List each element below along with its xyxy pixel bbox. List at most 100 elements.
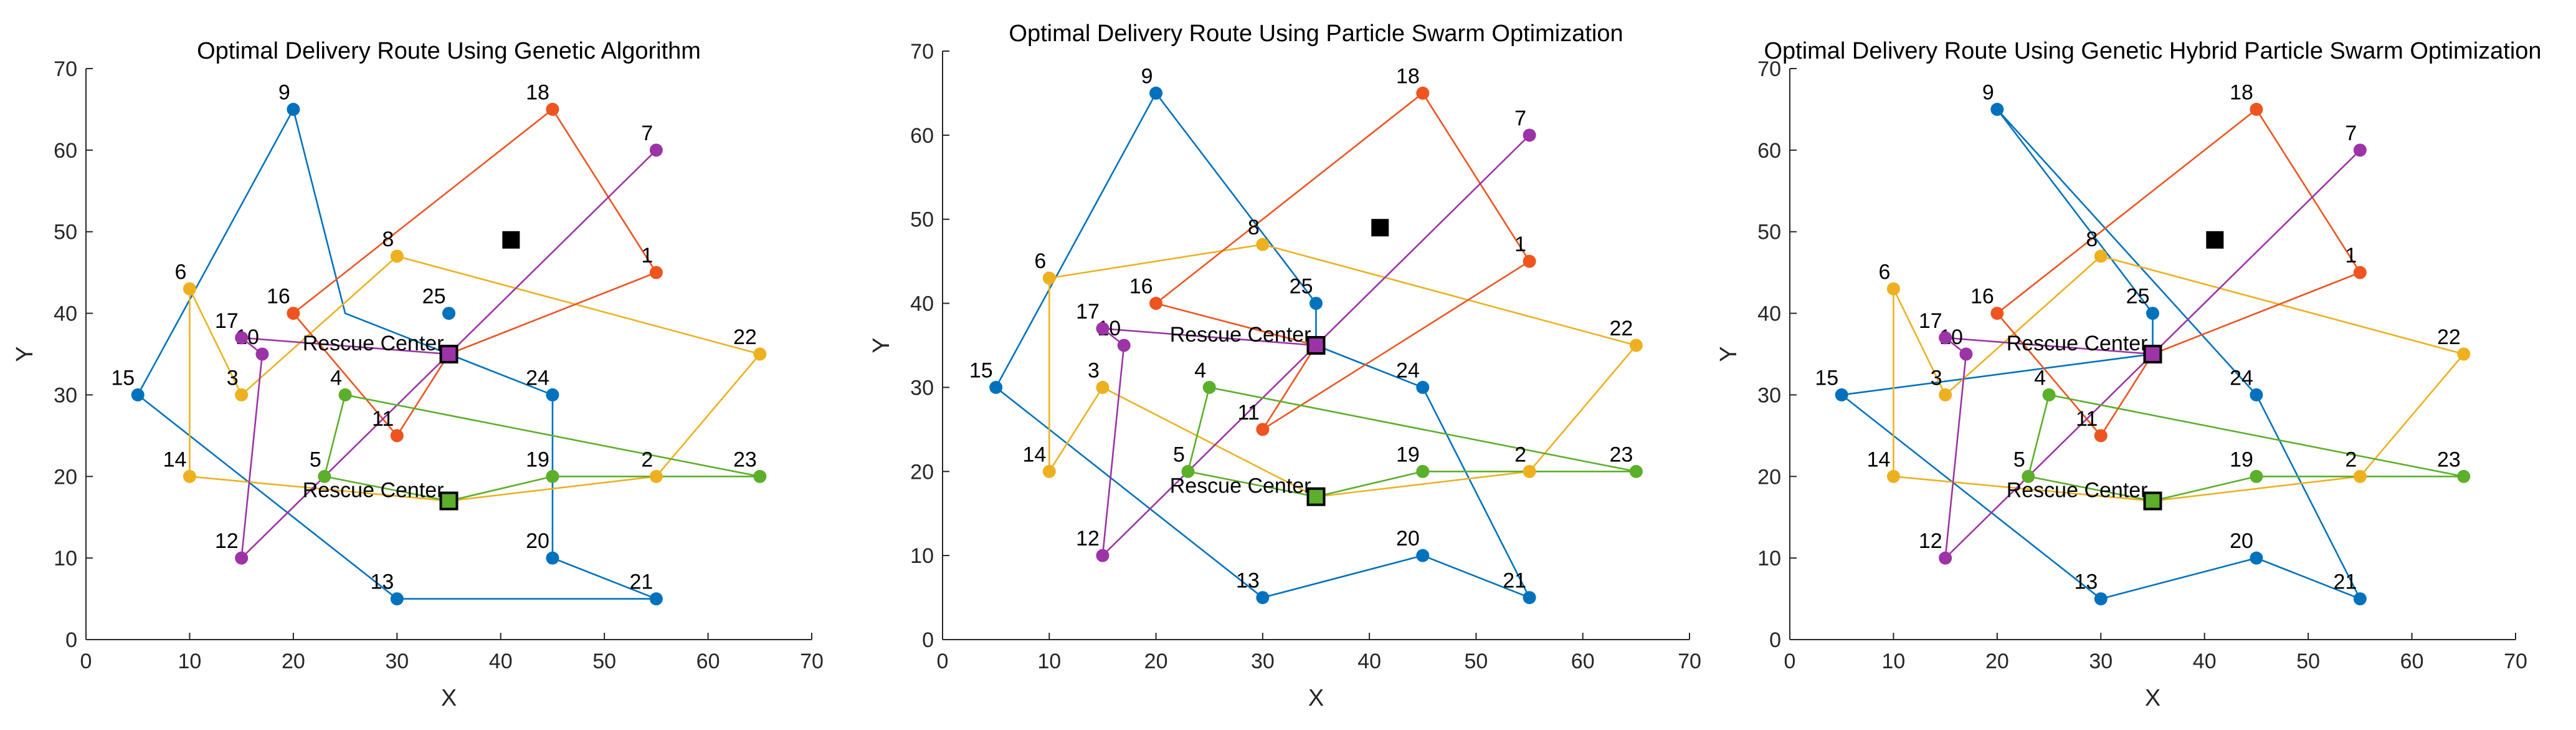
node-13-marker xyxy=(1256,591,1270,605)
node-13-label: 13 xyxy=(370,570,394,594)
route-purple xyxy=(240,149,657,559)
node-25-marker xyxy=(2146,307,2159,320)
node-2-marker xyxy=(649,469,663,483)
node-9-marker xyxy=(1990,102,2004,116)
node-3-marker xyxy=(1096,380,1110,394)
node-5-marker xyxy=(318,469,331,483)
node-22-label: 22 xyxy=(733,325,757,349)
node-25-label: 25 xyxy=(422,285,446,309)
node-4-marker xyxy=(1202,380,1216,394)
node-5-marker xyxy=(1181,464,1195,478)
node-3-label: 3 xyxy=(1088,358,1100,382)
rescue-center-marker xyxy=(439,491,459,511)
rescue-center-label: Rescue Center xyxy=(1170,323,1311,347)
x-tick-label: 40 xyxy=(1357,650,1381,673)
node-14-label: 14 xyxy=(1022,443,1046,466)
route-red xyxy=(292,108,657,437)
rescue-center-label: Rescue Center xyxy=(303,479,444,502)
node-6-label: 6 xyxy=(1879,260,1891,284)
route-red xyxy=(1155,92,1531,431)
x-tick-label: 70 xyxy=(1678,650,1701,673)
node-15-marker xyxy=(1835,388,1848,401)
y-tick-label: 60 xyxy=(910,124,934,148)
node-24-marker xyxy=(546,388,559,401)
rescue-center-marker xyxy=(2143,491,2162,511)
rescue-center-marker xyxy=(2143,345,2162,363)
node-15-label: 15 xyxy=(1815,366,1838,390)
node-7-marker xyxy=(2353,143,2367,157)
node-20-marker xyxy=(1416,549,1430,562)
route-green xyxy=(2027,394,2465,502)
node-2-label: 2 xyxy=(2345,448,2357,471)
node-21-marker xyxy=(649,592,663,606)
node-9-label: 9 xyxy=(278,80,290,104)
node-11-label: 11 xyxy=(2076,407,2098,431)
y-axis-label: Y xyxy=(1716,346,1742,362)
node-6-label: 6 xyxy=(1034,249,1046,273)
y-tick-label: 40 xyxy=(54,302,77,326)
node-24-label: 24 xyxy=(1396,358,1420,382)
node-5-marker xyxy=(2022,469,2035,483)
chart-panel-2: 0 10 20 30 40 50 60 70 0 10 20 30 40 50 60 70 X Y Optimal … xyxy=(868,21,1701,711)
node-11-label: 11 xyxy=(1238,401,1260,425)
x-tick-label: 10 xyxy=(1037,650,1061,673)
node-12-marker xyxy=(235,551,249,565)
node-24-marker xyxy=(2250,388,2263,401)
x-tick-label: 40 xyxy=(2193,650,2217,673)
x-tick-label: 10 xyxy=(178,650,202,673)
y-tick-label: 40 xyxy=(1757,302,1781,326)
node-10-marker xyxy=(255,347,269,361)
route-purple xyxy=(1944,149,2361,559)
node-12-label: 12 xyxy=(215,529,239,553)
node-17-label: 17 xyxy=(1076,300,1100,324)
depot-marker xyxy=(1371,219,1389,237)
node-12-label: 12 xyxy=(1076,527,1100,550)
y-tick-label: 70 xyxy=(54,57,77,81)
rescue-center-label: Rescue Center xyxy=(2007,332,2148,355)
y-tick-label: 10 xyxy=(910,544,934,568)
node-1-marker xyxy=(649,266,663,279)
node-16-label: 16 xyxy=(1129,275,1153,299)
node-11-marker xyxy=(2094,429,2108,443)
node-6-marker xyxy=(1886,282,1900,295)
node-11-marker xyxy=(1256,423,1270,436)
node-18-label: 18 xyxy=(526,80,549,104)
x-tick-label: 20 xyxy=(1144,650,1168,673)
node-3-marker xyxy=(1939,388,1952,401)
y-tick-label: 70 xyxy=(1757,57,1781,81)
node-21-marker xyxy=(1523,591,1536,605)
node-4-marker xyxy=(2042,388,2056,401)
depot-marker xyxy=(2206,231,2224,249)
node-15-label: 15 xyxy=(111,366,135,390)
node-18-marker xyxy=(546,102,559,116)
x-tick-label: 60 xyxy=(1571,650,1595,673)
rescue-center-label: Rescue Center xyxy=(1170,474,1311,498)
node-23-marker xyxy=(2457,469,2471,483)
node-19-label: 19 xyxy=(1396,443,1420,466)
rescue-center-marker xyxy=(1306,487,1326,506)
x-tick-label: 0 xyxy=(1784,650,1796,673)
depot-marker xyxy=(502,231,520,249)
node-16-marker xyxy=(287,307,300,320)
node-20-marker xyxy=(546,551,559,565)
node-6-label: 6 xyxy=(175,260,187,284)
node-7-marker xyxy=(1523,128,1536,142)
node-14-marker xyxy=(183,469,196,483)
node-22-marker xyxy=(753,347,767,361)
node-2-label: 2 xyxy=(641,448,653,471)
node-19-marker xyxy=(2250,469,2263,483)
node-9-label: 9 xyxy=(1982,80,1994,104)
y-tick-label: 10 xyxy=(54,547,77,570)
y-tick-label: 20 xyxy=(910,460,934,484)
y-tick-label: 20 xyxy=(54,465,77,489)
x-axis-label: X xyxy=(441,685,457,711)
x-axis-label: X xyxy=(2145,685,2160,711)
chart-panel-1: 0 10 20 30 40 50 60 70 0 10 20 30 40 50 60 70 X Y Optimal … xyxy=(12,38,824,711)
node-15-marker xyxy=(989,380,1003,394)
x-tick-label: 20 xyxy=(1985,650,2009,673)
x-tick-label: 70 xyxy=(800,650,824,673)
node-1-marker xyxy=(1523,254,1536,268)
x-tick-label: 70 xyxy=(2504,650,2527,673)
node-17-label: 17 xyxy=(1919,309,1942,333)
rescue-center-marker xyxy=(439,345,459,363)
